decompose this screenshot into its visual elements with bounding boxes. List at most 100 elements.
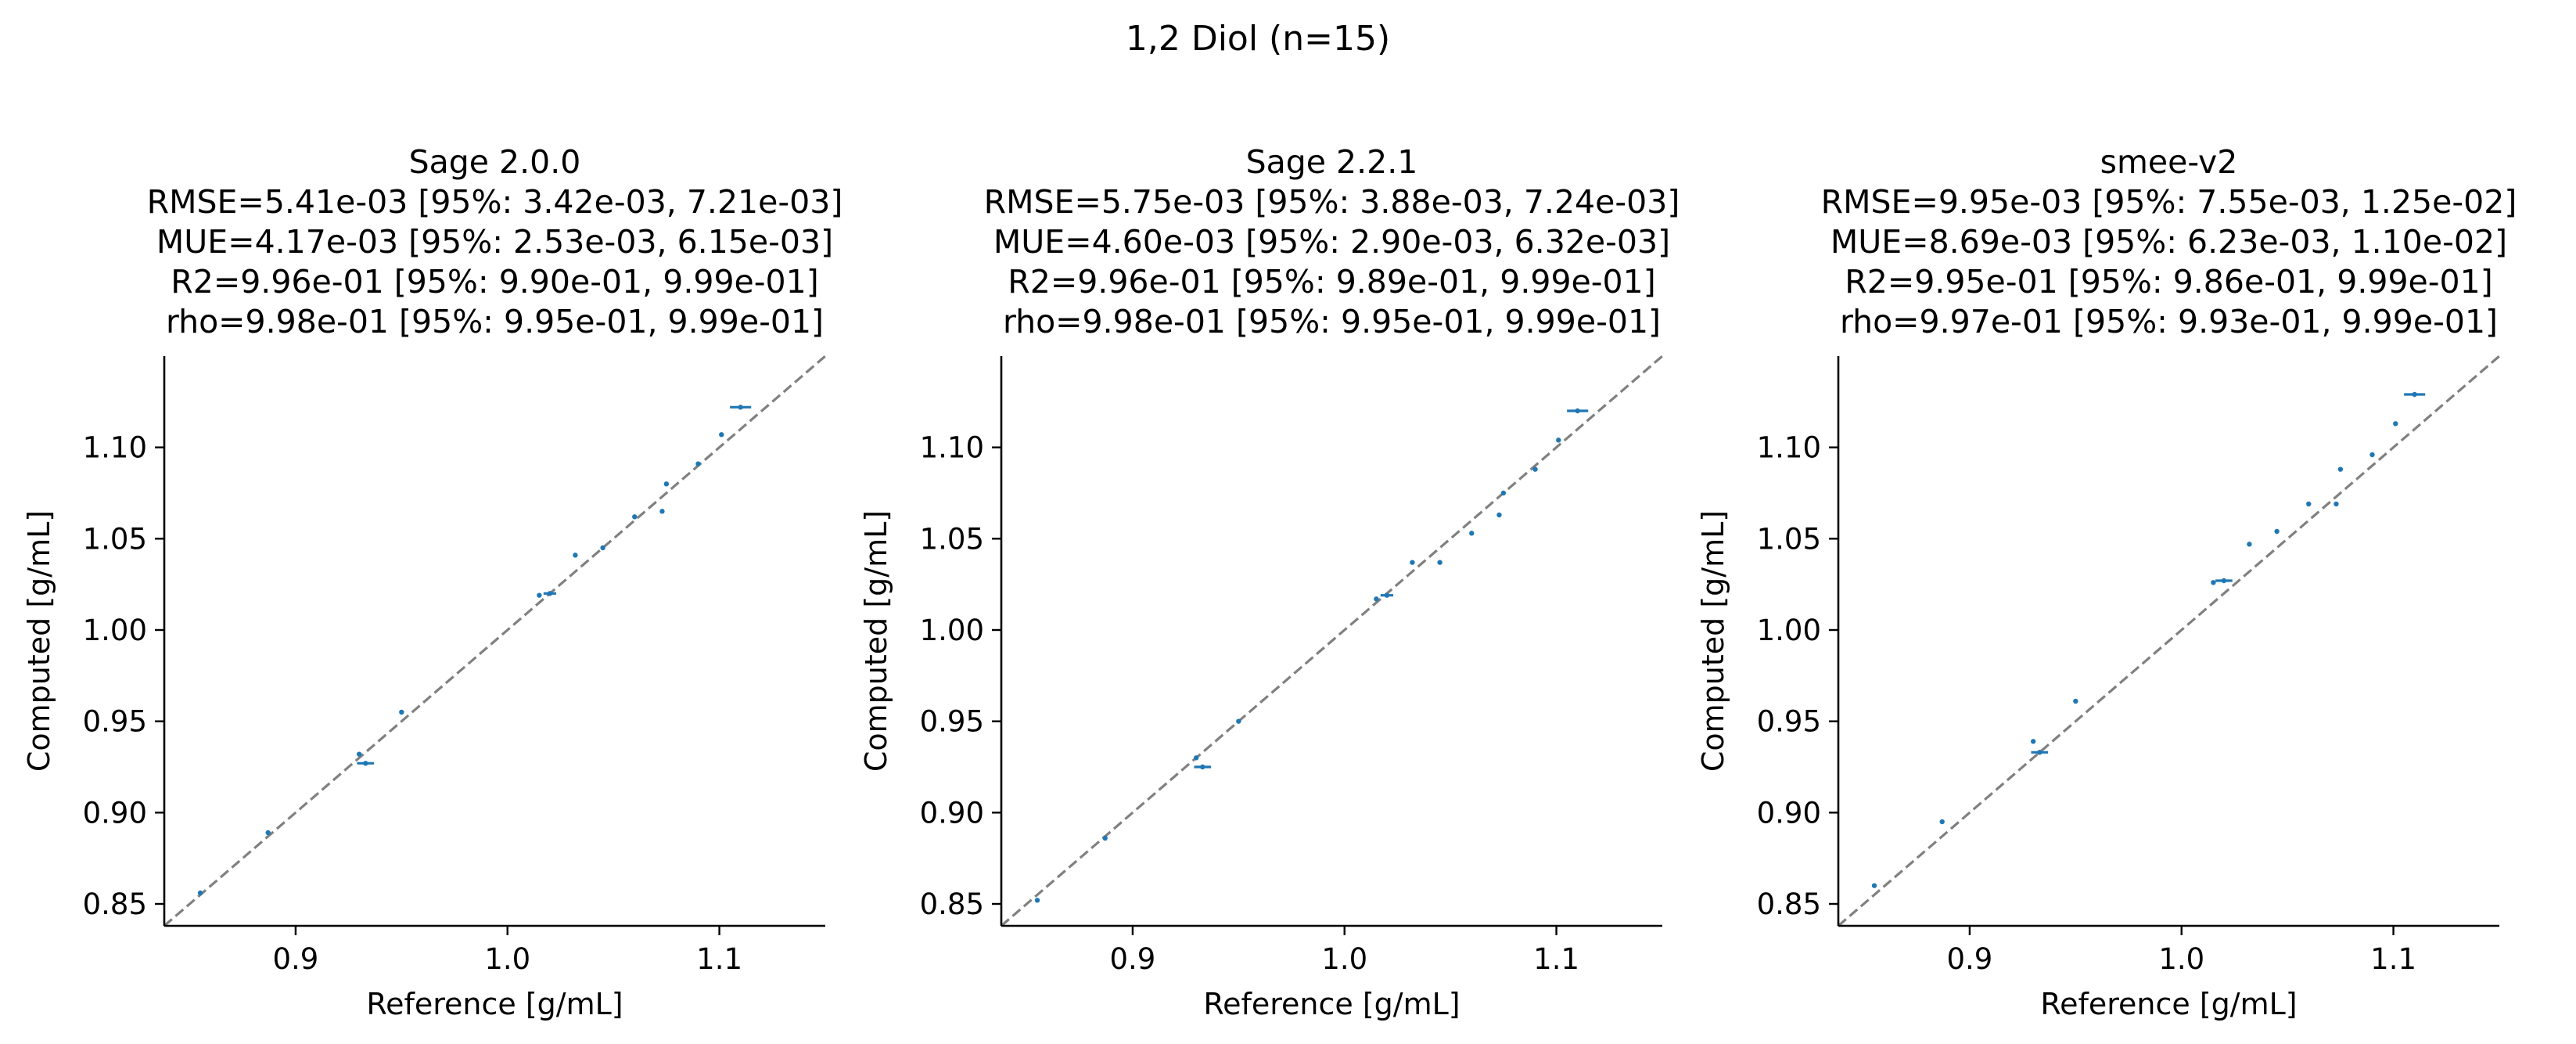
panel-metric-line: rho=9.98e-01 [95%: 9.95e-01, 9.99e-01] bbox=[1003, 303, 1661, 340]
x-tick-label: 1.1 bbox=[2370, 942, 2416, 976]
data-point bbox=[1496, 512, 1502, 518]
data-point bbox=[2369, 452, 2375, 458]
data-point bbox=[695, 461, 701, 466]
y-tick-label: 0.90 bbox=[1757, 796, 1821, 830]
panel-metric-line: RMSE=5.41e-03 [95%: 3.42e-03, 7.21e-03] bbox=[147, 183, 843, 221]
x-tick-label: 1.0 bbox=[2158, 942, 2204, 976]
panel-metric-line: rho=9.97e-01 [95%: 9.93e-01, 9.99e-01] bbox=[1840, 303, 2498, 340]
panel-metric-line: R2=9.96e-01 [95%: 9.89e-01, 9.99e-01] bbox=[1008, 263, 1655, 301]
data-point bbox=[663, 481, 670, 487]
panel-metric-line: MUE=4.17e-03 [95%: 2.53e-03, 6.15e-03] bbox=[156, 223, 833, 261]
y-tick-label: 0.90 bbox=[920, 796, 984, 830]
data-point bbox=[1236, 718, 1241, 724]
data-point bbox=[632, 514, 638, 520]
panel-metric-line: MUE=8.69e-03 [95%: 6.23e-03, 1.10e-02] bbox=[1831, 223, 2507, 261]
y-tick-label: 1.00 bbox=[1757, 614, 1821, 647]
x-tick-label: 1.1 bbox=[1533, 942, 1579, 976]
data-point bbox=[2333, 501, 2339, 507]
data-point bbox=[1500, 490, 1507, 496]
y-tick-label: 0.85 bbox=[1757, 887, 1821, 921]
data-point bbox=[537, 592, 542, 598]
data-point bbox=[1469, 531, 1475, 536]
y-tick-label: 1.10 bbox=[920, 431, 984, 465]
x-tick-label: 0.9 bbox=[1109, 942, 1155, 976]
data-point bbox=[2037, 750, 2042, 755]
x-axis-label: Reference [g/mL] bbox=[2040, 987, 2297, 1021]
x-tick-label: 0.9 bbox=[272, 942, 318, 976]
panel-metric-line: R2=9.96e-01 [95%: 9.90e-01, 9.99e-01] bbox=[171, 263, 818, 301]
data-point bbox=[2337, 466, 2344, 472]
panel-metric-line: RMSE=5.75e-03 [95%: 3.88e-03, 7.24e-03] bbox=[984, 183, 1680, 221]
data-point bbox=[2306, 501, 2312, 507]
y-axis-label: Computed [g/mL] bbox=[859, 510, 893, 772]
data-point bbox=[547, 591, 553, 596]
data-point bbox=[363, 761, 368, 766]
x-tick-label: 1.0 bbox=[484, 942, 530, 976]
x-axis-label: Reference [g/mL] bbox=[1203, 987, 1460, 1021]
panel-metric-line: RMSE=9.95e-03 [95%: 7.55e-03, 1.25e-02] bbox=[1821, 183, 2517, 221]
panel-metric-line: MUE=4.60e-03 [95%: 2.90e-03, 6.32e-03] bbox=[993, 223, 1670, 261]
data-point bbox=[2393, 421, 2398, 427]
data-point bbox=[1939, 819, 1945, 825]
panel-title: Sage 2.0.0 bbox=[409, 143, 581, 181]
data-point bbox=[1437, 560, 1442, 565]
data-point bbox=[1871, 883, 1877, 888]
panel-metric-line: rho=9.98e-01 [95%: 9.95e-01, 9.99e-01] bbox=[166, 303, 824, 340]
data-point bbox=[719, 432, 724, 437]
data-point bbox=[2221, 578, 2227, 584]
panel-title: Sage 2.2.1 bbox=[1246, 143, 1418, 181]
data-point bbox=[1102, 835, 1108, 841]
data-point bbox=[2247, 542, 2252, 547]
x-tick-label: 1.1 bbox=[696, 942, 742, 976]
y-axis-label: Computed [g/mL] bbox=[22, 510, 56, 772]
data-point bbox=[600, 545, 605, 551]
data-point bbox=[1374, 596, 1379, 602]
data-point bbox=[2211, 580, 2216, 585]
identity-line bbox=[163, 355, 827, 927]
y-tick-label: 1.10 bbox=[83, 431, 147, 465]
y-axis-label: Computed [g/mL] bbox=[1696, 510, 1730, 772]
data-point bbox=[2030, 739, 2036, 744]
data-point bbox=[197, 890, 203, 896]
data-point bbox=[1575, 408, 1580, 414]
data-point bbox=[2412, 391, 2417, 398]
data-point bbox=[399, 709, 404, 715]
data-point bbox=[1034, 898, 1040, 903]
panel-metric-line: R2=9.95e-01 [95%: 9.86e-01, 9.99e-01] bbox=[1845, 263, 2492, 301]
x-tick-label: 1.0 bbox=[1321, 942, 1367, 976]
data-point bbox=[2274, 528, 2280, 535]
data-point bbox=[265, 830, 271, 836]
identity-line bbox=[1837, 355, 2501, 927]
y-tick-label: 1.10 bbox=[1757, 431, 1821, 465]
data-point bbox=[356, 751, 362, 757]
data-point bbox=[573, 553, 578, 558]
y-tick-label: 0.90 bbox=[83, 796, 147, 830]
y-tick-label: 1.00 bbox=[920, 614, 984, 647]
y-tick-label: 1.05 bbox=[83, 522, 147, 556]
data-point bbox=[1200, 764, 1205, 770]
y-tick-label: 0.95 bbox=[83, 705, 147, 739]
panel-title: smee-v2 bbox=[2100, 143, 2238, 181]
identity-line bbox=[1000, 355, 1664, 927]
y-tick-label: 1.05 bbox=[1757, 522, 1821, 556]
data-point bbox=[659, 509, 665, 514]
figure-suptitle: 1,2 Diol (n=15) bbox=[1126, 19, 1390, 59]
x-tick-label: 0.9 bbox=[1946, 942, 1992, 976]
y-tick-label: 1.00 bbox=[83, 614, 147, 647]
y-tick-label: 0.85 bbox=[920, 887, 984, 921]
y-tick-label: 0.95 bbox=[1757, 705, 1821, 739]
data-point bbox=[1193, 755, 1199, 761]
data-point bbox=[738, 405, 743, 410]
y-tick-label: 0.85 bbox=[83, 887, 147, 921]
data-point bbox=[1532, 466, 1538, 472]
data-point bbox=[1556, 437, 1561, 443]
x-axis-label: Reference [g/mL] bbox=[366, 987, 623, 1021]
data-point bbox=[1410, 560, 1415, 565]
data-point bbox=[2073, 698, 2078, 704]
